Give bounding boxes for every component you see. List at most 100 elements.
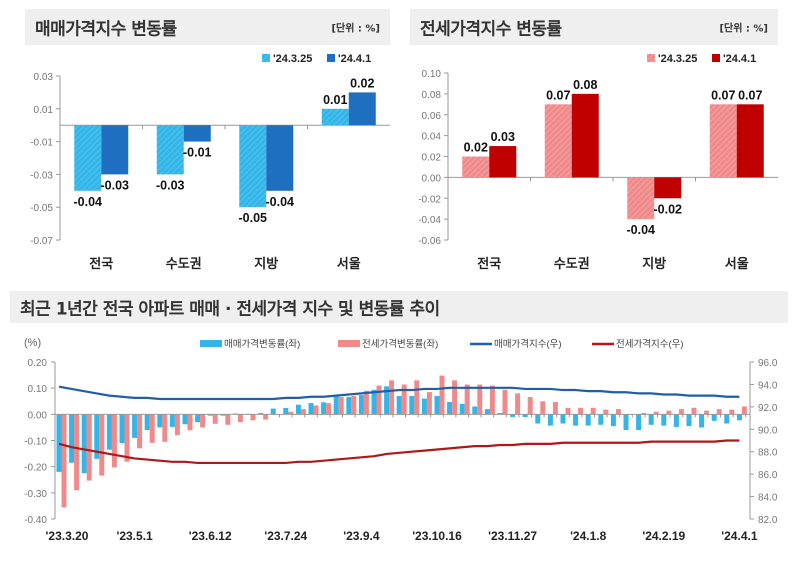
sale-data-label: -0.04: [74, 195, 103, 209]
trend-bar: [371, 389, 377, 415]
trend-bar: [452, 380, 458, 415]
trend-bar: [439, 375, 445, 415]
jeonse-data-label: 0.07: [738, 88, 762, 102]
jeonse-bar: [627, 177, 655, 220]
sale-data-label: -0.01: [183, 146, 212, 160]
trend-bar: [414, 380, 420, 415]
sale-category-label: 서울: [337, 256, 361, 271]
trend-bar: [699, 414, 705, 428]
trend-bar: [729, 409, 735, 415]
trend-x-tick-label: '23.5.1: [116, 529, 153, 543]
trend-bar: [132, 414, 138, 438]
trend-bar: [497, 413, 503, 415]
trend-right-tick-label: 88.0: [758, 448, 778, 459]
trend-bar: [169, 414, 175, 427]
trend-bar: [69, 414, 75, 463]
trend-bar: [472, 406, 478, 415]
trend-x-tick-label: '24.4.1: [721, 529, 758, 543]
trend-bar: [547, 414, 553, 426]
sale-data-label: -0.03: [156, 178, 185, 192]
trend-legend-label: 매매가격변동률(좌): [224, 338, 300, 350]
trend-bar: [686, 414, 692, 427]
sale-bar: [74, 125, 102, 191]
jeonse-bar: [571, 93, 599, 178]
jeonse-data-label: 0.07: [711, 88, 735, 102]
trend-right-tick-label: 84.0: [758, 493, 778, 504]
trend-legend-swatch: [200, 340, 222, 347]
trend-left-axis-label: (%): [24, 337, 41, 349]
trend-bar: [263, 414, 269, 420]
trend-bar: [711, 414, 717, 421]
sale-chart-title-bar: 매매가격지수 변동률 [단위 : %]: [25, 9, 390, 45]
trend-x-tick-label: '23.7.24: [264, 529, 307, 543]
sale-legend-swatch: [262, 54, 270, 62]
trend-bar: [409, 396, 415, 415]
trend-bar: [86, 414, 92, 481]
trend-bar: [333, 396, 339, 415]
trend-x-tick-label: '23.11.27: [488, 529, 537, 543]
jeonse-legend-label: '24.3.25: [658, 53, 697, 65]
trend-bar: [615, 409, 621, 415]
sale-y-tick-label: 0.01: [34, 105, 54, 116]
trend-line: [58, 439, 740, 465]
trend-bar: [741, 406, 747, 415]
jeonse-data-label: 0.03: [491, 130, 515, 144]
trend-bar: [56, 414, 62, 472]
trend-bar: [590, 407, 596, 415]
trend-left-tick-label: -0.30: [24, 489, 47, 500]
jeonse-y-tick-label: -0.04: [418, 215, 441, 226]
trend-bar: [250, 414, 256, 421]
trend-bar: [220, 414, 226, 416]
trend-bar: [376, 385, 382, 415]
sale-data-label: -0.04: [266, 195, 295, 209]
trend-right-tick-label: 82.0: [758, 515, 778, 526]
sale-category-label: 전국: [89, 256, 113, 271]
trend-bar: [258, 413, 264, 415]
trend-bar: [691, 407, 697, 415]
trend-bar: [641, 413, 647, 415]
trend-bar: [300, 409, 306, 415]
trend-bar: [283, 408, 289, 415]
sale-bar: [183, 125, 211, 142]
jeonse-y-tick-label: 0.00: [422, 173, 442, 184]
trend-bar: [207, 414, 213, 416]
jeonse-y-tick-label: 0.02: [422, 153, 442, 164]
jeonse-data-label: -0.04: [627, 223, 656, 237]
trend-bar: [200, 414, 206, 428]
jeonse-y-tick-label: 0.04: [422, 132, 442, 143]
trend-right-tick-label: 96.0: [758, 358, 778, 369]
trend-bar: [540, 401, 546, 415]
trend-bar: [565, 407, 571, 415]
trend-x-tick-label: '23.3.20: [46, 529, 89, 543]
jeonse-y-tick-label: -0.02: [418, 194, 441, 205]
trend-bar: [623, 414, 629, 431]
jeonse-data-label: 0.08: [573, 78, 597, 92]
trend-bar: [137, 414, 143, 449]
trend-bar: [678, 409, 684, 415]
jeonse-y-tick-label: 0.08: [422, 90, 442, 101]
jeonse-bar: [544, 104, 572, 178]
trend-bar: [384, 386, 390, 415]
trend-bar: [358, 394, 364, 415]
trend-legend-label: 매매가격지수(우): [494, 338, 562, 350]
trend-bar: [477, 384, 483, 415]
trend-bar: [81, 414, 87, 474]
trend-bar: [308, 403, 314, 415]
trend-legend-swatch: [338, 340, 360, 347]
trend-bar: [187, 414, 193, 431]
trend-bar: [673, 414, 679, 427]
trend-chart-title: 최근 1년간 전국 아파트 매매 · 전세가격 지수 및 변동률 추이: [20, 299, 440, 320]
jeonse-bar: [462, 156, 490, 178]
trend-bar: [74, 414, 80, 491]
sale-data-label: -0.05: [239, 211, 268, 225]
trend-left-tick-label: 0.20: [28, 358, 48, 369]
jeonse-data-label: 0.02: [464, 141, 488, 155]
trend-left-tick-label: -0.40: [24, 515, 47, 526]
sale-y-tick-label: 0.03: [34, 72, 54, 83]
sale-y-tick-label: -0.01: [30, 138, 53, 149]
trend-legend-label: 전세가격변동률(좌): [362, 338, 438, 350]
trend-left-tick-label: -0.10: [24, 437, 47, 448]
jeonse-chart-title: 전세가격지수 변동률: [420, 19, 562, 40]
trend-bar: [119, 414, 125, 444]
trend-bar: [724, 414, 730, 424]
